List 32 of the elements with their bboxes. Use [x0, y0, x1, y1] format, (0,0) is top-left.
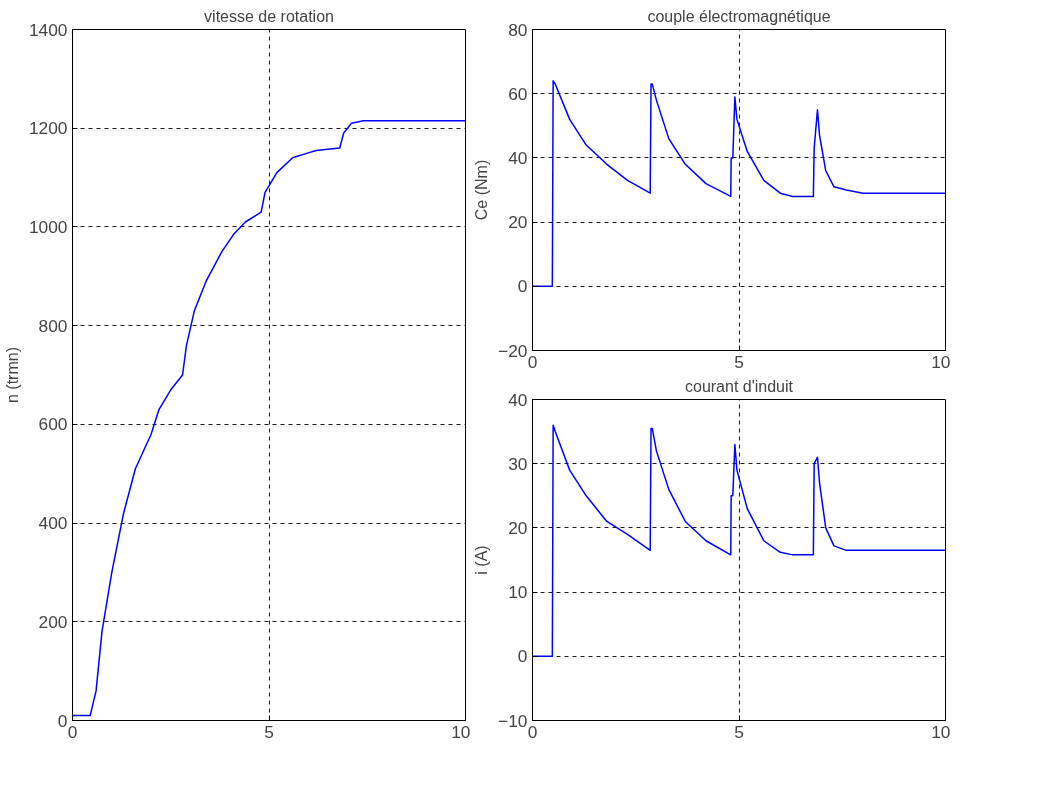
chart-title: couple électromagnétique: [647, 7, 831, 25]
y-tick-label: 1400: [28, 19, 68, 40]
y-tick-label: −20: [498, 340, 528, 361]
y-tick-label: 1000: [28, 216, 68, 237]
y-tick-label: 0: [517, 276, 528, 297]
chart-title: courant d'induit: [684, 377, 794, 395]
x-tick-label: 10: [931, 721, 951, 742]
chart-title: vitesse de rotation: [204, 7, 334, 25]
y-tick-label: 20: [508, 517, 528, 538]
x-tick-label: 5: [734, 351, 744, 372]
y-tick-label: 20: [508, 212, 528, 233]
y-tick-label: 400: [38, 513, 68, 534]
y-tick-label: 30: [508, 453, 528, 474]
x-tick-label: 10: [931, 351, 951, 372]
y-axis-title: i (A): [473, 545, 491, 575]
y-tick-label: 1200: [28, 118, 68, 139]
y-tick-label: 800: [38, 315, 68, 336]
y-tick-label: 60: [508, 83, 528, 104]
x-tick-label: 5: [734, 721, 744, 742]
y-axis-title: n (trmn): [3, 347, 21, 403]
y-tick-label: 200: [38, 611, 68, 632]
line-series: [72, 120, 466, 717]
x-tick-label: 5: [264, 721, 274, 742]
y-tick-label: 80: [508, 19, 528, 40]
y-tick-label: 10: [508, 582, 528, 603]
x-tick-label: 10: [451, 721, 471, 742]
y-tick-label: 40: [508, 147, 528, 168]
y-tick-label: 600: [38, 414, 68, 435]
y-tick-label: 0: [517, 646, 528, 667]
y-axis-title: Ce (Nm): [473, 159, 491, 221]
y-tick-label: −10: [498, 710, 528, 731]
y-tick-label: 40: [508, 389, 528, 410]
